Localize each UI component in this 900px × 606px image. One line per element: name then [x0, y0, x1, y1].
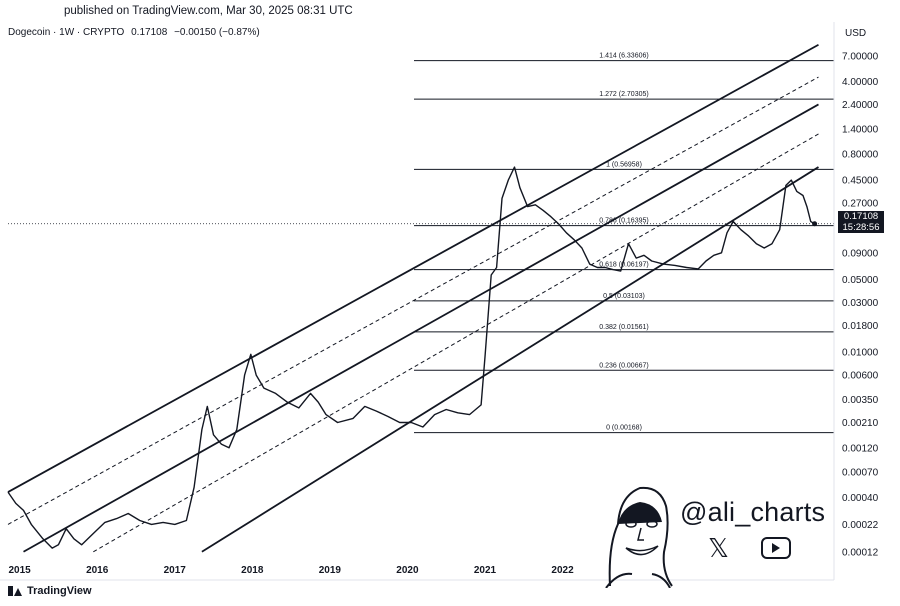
- fib-label-3: 0.786 (0.16395): [599, 218, 648, 225]
- y-tick-label-1: 4.00000: [842, 77, 879, 88]
- x-tick-label-1: 2016: [86, 565, 109, 576]
- avatar-illustration-icon: [605, 486, 673, 588]
- x-tick-label-3: 2018: [241, 565, 264, 576]
- y-tick-label-3: 1.40000: [842, 124, 879, 135]
- last-price-dot: [812, 221, 818, 227]
- youtube-icon[interactable]: [761, 537, 791, 559]
- y-tick-label-19: 0.00022: [842, 520, 879, 531]
- author-handle: @ali_charts: [680, 497, 826, 527]
- x-tick-label-6: 2021: [474, 565, 497, 576]
- x-tick-label-4: 2019: [319, 565, 342, 576]
- y-tick-label-10: 0.03000: [842, 298, 879, 309]
- fib-label-5: 0.5 (0.03103): [603, 293, 645, 300]
- brand-name: TradingView: [27, 585, 92, 597]
- tradingview-brand: TradingView: [8, 585, 92, 597]
- price-tag-value: 0.17108: [843, 211, 879, 222]
- price-tag-timer: 15:28:56: [842, 222, 880, 233]
- y-tick-label-16: 0.00120: [842, 443, 879, 454]
- y-tick-label-17: 0.00070: [842, 468, 879, 479]
- channel-lines: [7, 43, 819, 553]
- channel-line-0: [7, 43, 819, 493]
- channel-line-3: [93, 133, 819, 553]
- y-tick-label-13: 0.00600: [842, 371, 879, 382]
- fib-label-7: 0.236 (0.00667): [599, 362, 648, 369]
- channel-line-1: [7, 76, 819, 525]
- y-tick-label-15: 0.00210: [842, 418, 879, 429]
- price-tag: 0.17108 15:28:56: [838, 211, 884, 233]
- fib-label-2: 1 (0.56958): [606, 161, 642, 168]
- published-info: published on TradingView.com, Mar 30, 20…: [64, 5, 353, 17]
- tradingview-logo-icon: [8, 586, 22, 596]
- fib-label-1: 1.272 (2.70305): [599, 91, 648, 98]
- fib-levels: 1.414 (6.33606) 1.272 (2.70305) 1 (0.56958…: [414, 53, 834, 434]
- y-tick-label-18: 0.00040: [842, 493, 879, 504]
- x-logo-icon[interactable]: 𝕏: [708, 533, 729, 563]
- x-tick-label-0: 2015: [9, 565, 32, 576]
- symbol-name: Dogecoin · 1W · CRYPTO: [8, 27, 125, 38]
- symbol-price: 0.17108: [131, 27, 168, 38]
- channel-line-4: [201, 166, 819, 553]
- y-tick-label-11: 0.01800: [842, 321, 879, 332]
- y-tick-label-2: 2.40000: [842, 100, 879, 111]
- x-tick-label-5: 2020: [396, 565, 419, 576]
- y-tick-label-0: 7.00000: [842, 52, 879, 63]
- fib-label-4: 0.618 (0.06197): [599, 262, 648, 269]
- price-line-0: [7, 166, 815, 549]
- x-tick-label-2: 2017: [164, 565, 187, 576]
- y-tick-label-6: 0.27000: [842, 199, 879, 210]
- y-tick-label-20: 0.00012: [842, 547, 879, 558]
- currency-label: USD: [845, 28, 867, 39]
- fib-label-0: 1.414 (6.33606): [599, 53, 648, 60]
- y-tick-label-5: 0.45000: [842, 176, 879, 187]
- channel-line-2: [23, 103, 819, 553]
- y-tick-label-8: 0.09000: [842, 248, 879, 259]
- x-tick-label-7: 2022: [551, 565, 574, 576]
- fib-label-8: 0 (0.00168): [606, 425, 642, 432]
- price-series: [7, 166, 834, 549]
- symbol-change: −0.00150 (−0.87%): [174, 27, 260, 38]
- fib-label-6: 0.382 (0.01561): [599, 324, 648, 331]
- y-tick-label-12: 0.01000: [842, 348, 879, 359]
- symbol-info: Dogecoin · 1W · CRYPTO 0.17108 −0.00150 …: [8, 27, 264, 38]
- y-tick-label-4: 0.80000: [842, 150, 879, 161]
- y-tick-label-14: 0.00350: [842, 395, 879, 406]
- y-tick-label-9: 0.05000: [842, 275, 879, 286]
